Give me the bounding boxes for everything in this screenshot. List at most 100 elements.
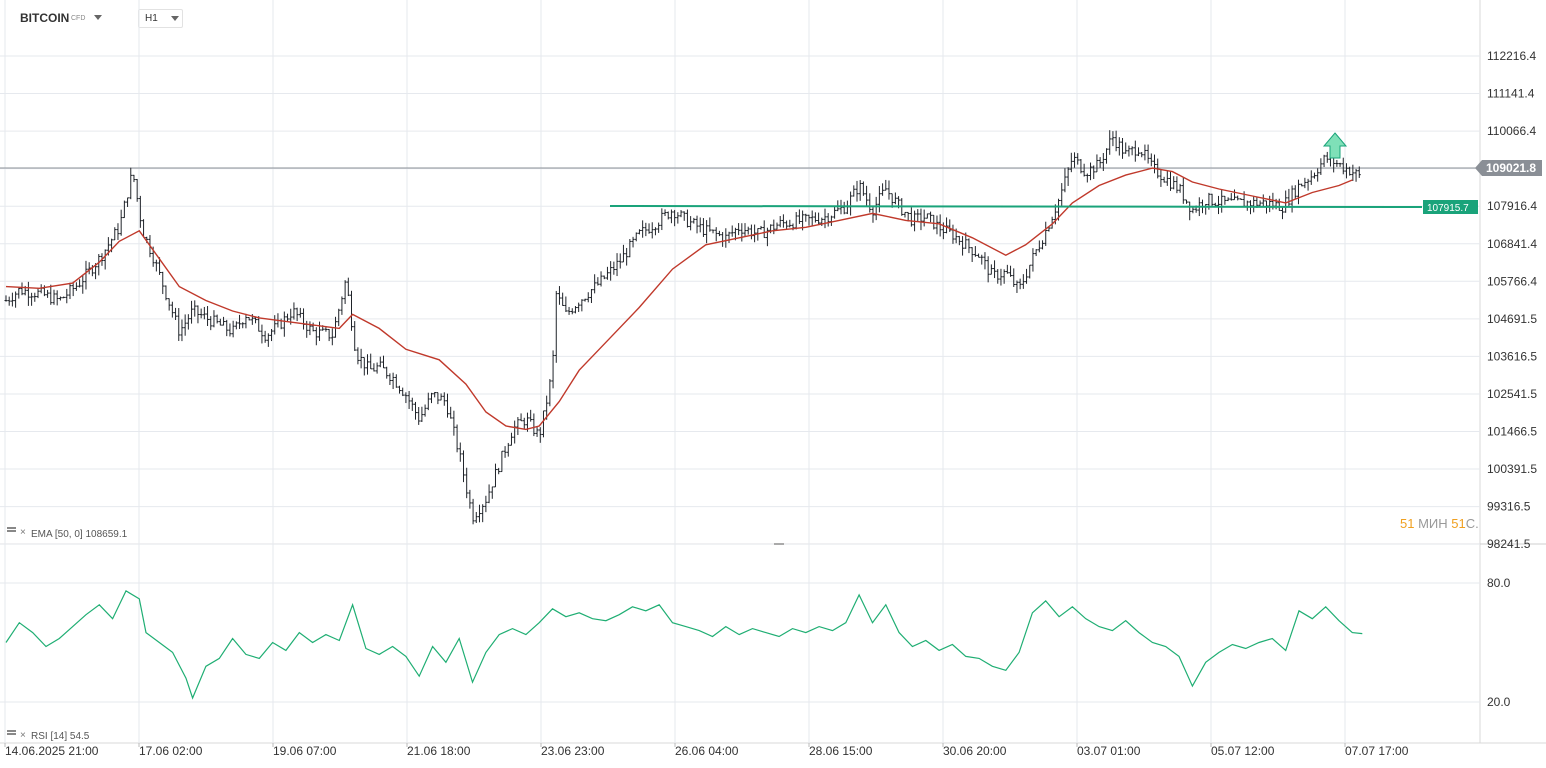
candle <box>36 288 40 299</box>
candle <box>631 236 635 248</box>
candle <box>1079 158 1083 174</box>
candle <box>1146 144 1150 164</box>
time-tick-label: 14.06.2025 21:00 <box>5 744 99 758</box>
candle <box>833 205 837 219</box>
candle <box>206 306 210 326</box>
candle <box>887 180 891 200</box>
candle <box>1236 195 1240 201</box>
candle <box>1117 137 1121 156</box>
candle <box>1309 170 1313 185</box>
candle <box>449 406 453 419</box>
candle <box>874 196 878 221</box>
candle <box>1073 152 1077 168</box>
candle <box>730 225 734 237</box>
up-arrow-icon <box>1322 132 1348 159</box>
symbol-name[interactable]: BITCOIN <box>20 11 70 25</box>
candle <box>1037 240 1041 253</box>
candle <box>122 200 126 219</box>
candle <box>509 432 513 446</box>
time-tick-label: 07.07 17:00 <box>1345 744 1409 758</box>
candle <box>727 231 731 243</box>
candle <box>932 214 936 230</box>
price-tick-label: 104691.5 <box>1487 312 1537 326</box>
candle <box>308 321 312 336</box>
candle <box>1252 196 1256 213</box>
candle <box>996 269 1000 284</box>
candle <box>343 280 347 304</box>
candle <box>1277 198 1281 211</box>
candle <box>1130 146 1134 156</box>
candle <box>1325 151 1329 163</box>
time-tick-label: 28.06 15:00 <box>809 744 873 758</box>
candle <box>350 290 354 331</box>
candle <box>177 308 181 341</box>
candle <box>1153 154 1157 174</box>
candle <box>1348 166 1352 176</box>
candle <box>650 222 654 239</box>
candle <box>423 404 427 417</box>
candle <box>660 208 664 231</box>
ema-legend[interactable]: × EMA [50, 0] 108659.1 <box>7 527 128 540</box>
candle <box>967 238 971 254</box>
levels: 107915.7 <box>609 132 1478 214</box>
candle <box>737 223 741 236</box>
rsi-legend[interactable]: × RSI [14] 54.5 <box>7 730 90 742</box>
candle <box>477 504 481 523</box>
candle <box>865 185 869 206</box>
candle <box>807 214 811 226</box>
candle <box>676 212 680 224</box>
candle <box>84 260 88 290</box>
candle <box>167 298 171 311</box>
candle <box>1220 189 1224 213</box>
candle <box>778 215 782 228</box>
candle <box>132 174 136 183</box>
rsi-tick-label: 20.0 <box>1487 695 1511 709</box>
panel-resize-handle[interactable] <box>774 543 784 545</box>
candle <box>218 318 222 326</box>
candle <box>983 252 987 270</box>
candle <box>903 211 907 218</box>
candle <box>375 362 379 374</box>
candle <box>1306 178 1310 191</box>
candle <box>881 183 885 196</box>
candle <box>135 178 139 202</box>
candle <box>1210 193 1214 207</box>
candle <box>180 319 184 342</box>
candle <box>1114 130 1118 152</box>
candle <box>804 213 808 222</box>
candle <box>1143 144 1147 161</box>
candle <box>567 306 571 315</box>
candle <box>366 354 370 375</box>
candle <box>445 393 449 418</box>
timeframe-label: H1 <box>145 13 158 24</box>
candle <box>573 306 577 314</box>
candle <box>81 274 85 294</box>
candle <box>1169 170 1173 191</box>
candle <box>1149 153 1153 167</box>
candle <box>282 311 286 337</box>
candle <box>1296 179 1300 205</box>
candle <box>1258 200 1262 206</box>
rsi-legend-label: RSI [14] 54.5 <box>31 731 90 742</box>
candle <box>298 307 302 318</box>
symbol-dropdown-icon[interactable] <box>94 15 102 20</box>
candle <box>26 281 30 306</box>
candle <box>119 209 123 236</box>
time-axis: 14.06.2025 21:00 17.06 02:00 19.06 07:00 21… <box>4 743 1409 758</box>
candle <box>561 292 565 306</box>
candle <box>62 296 66 299</box>
candle <box>993 260 997 279</box>
candle <box>701 218 705 237</box>
price-tick-label: 107916.4 <box>1487 199 1537 213</box>
grid-lines <box>0 0 1546 744</box>
candle <box>516 417 520 435</box>
candle <box>74 282 78 291</box>
candle <box>823 208 827 229</box>
candle <box>625 247 629 266</box>
candle <box>583 298 587 302</box>
rsi-tick-label: 80.0 <box>1487 576 1511 590</box>
candle <box>433 391 437 398</box>
rsi-close-icon: × <box>20 730 26 741</box>
candle <box>845 200 849 215</box>
